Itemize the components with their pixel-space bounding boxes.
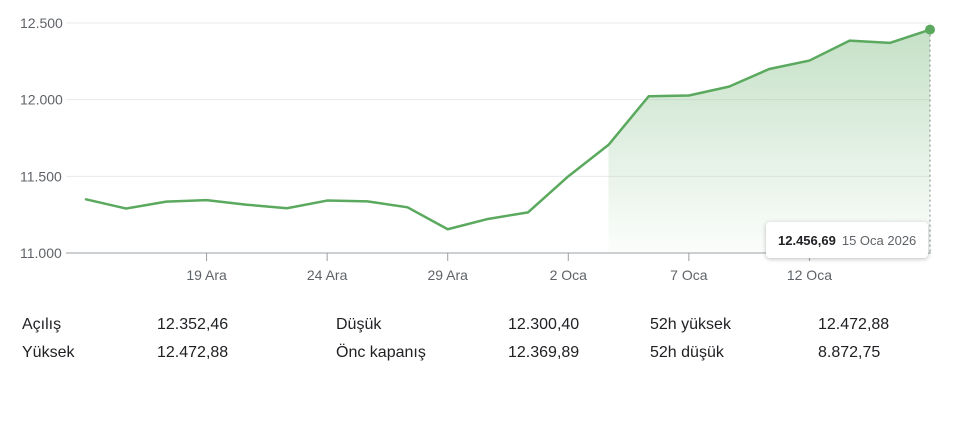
x-tick-label: 19 Ara [186, 267, 227, 283]
data-point[interactable] [565, 173, 571, 179]
data-point[interactable] [324, 198, 330, 204]
price-line-group [84, 28, 932, 231]
x-tick-label: 24 Ara [307, 267, 348, 283]
data-point[interactable] [806, 58, 812, 64]
data-point[interactable] [686, 93, 692, 99]
stat-value-prev-close: 12.369,89 [508, 344, 580, 361]
data-point[interactable] [284, 205, 290, 211]
y-tick-label: 12.500 [20, 15, 63, 31]
data-point[interactable] [525, 209, 531, 215]
data-point[interactable] [445, 226, 451, 232]
price-chart[interactable]: 11.000 11.500 12.000 12.500 19 Ara 24 Ara 29 … [0, 0, 960, 300]
data-point[interactable] [204, 197, 210, 203]
stat-label-52w-high: 52h yüksek [650, 316, 731, 333]
data-point[interactable] [726, 84, 732, 90]
data-points [83, 24, 935, 253]
stat-value-high: 12.472,88 [157, 344, 229, 361]
y-tick-label: 11.500 [20, 168, 62, 184]
area-fill-path [608, 29, 930, 253]
stat-label-high: Yüksek [22, 344, 75, 361]
data-point[interactable] [244, 202, 250, 208]
y-tick-label: 11.000 [20, 245, 62, 261]
data-point[interactable] [887, 40, 893, 46]
data-point[interactable] [766, 66, 772, 72]
data-point[interactable] [405, 204, 411, 210]
data-point[interactable] [123, 206, 129, 212]
current-point-marker [925, 24, 935, 35]
stat-value-open: 12.352,46 [157, 316, 229, 333]
x-tick-label: 7 Oca [670, 267, 708, 283]
data-point[interactable] [163, 199, 169, 205]
stat-label-52w-low: 52h düşük [650, 344, 724, 361]
stat-label-open: Açılış [22, 316, 62, 333]
data-point[interactable] [83, 196, 89, 202]
x-tick-label: 2 Oca [550, 267, 588, 283]
y-tick-label: 12.000 [20, 92, 63, 108]
area-fill [608, 29, 930, 253]
y-axis-labels: 11.000 11.500 12.000 12.500 [20, 15, 63, 261]
data-point[interactable] [605, 142, 611, 148]
x-axis-labels: 19 Ara 24 Ara 29 Ara 2 Oca 7 Oca 12 Oca [186, 253, 832, 283]
data-point[interactable] [364, 198, 370, 204]
stat-label-prev-close: Önc kapanış [336, 344, 426, 361]
data-point[interactable] [646, 93, 652, 99]
stat-value-low: 12.300,40 [508, 316, 580, 333]
hover-tooltip: 12.456,69 15 Oca 2026 [766, 222, 929, 258]
stat-label-low: Düşük [336, 316, 382, 333]
price-line [84, 28, 932, 231]
data-point[interactable] [485, 216, 491, 222]
x-tick-label: 12 Oca [787, 267, 832, 283]
tooltip-value: 12.456,69 [778, 232, 836, 248]
data-point[interactable] [847, 38, 853, 44]
stat-value-52w-high: 12.472,88 [818, 316, 890, 333]
stat-value-52w-low: 8.872,75 [818, 344, 881, 361]
tooltip-date: 15 Oca 2026 [841, 232, 917, 248]
x-tick-label: 29 Ara [427, 267, 468, 283]
